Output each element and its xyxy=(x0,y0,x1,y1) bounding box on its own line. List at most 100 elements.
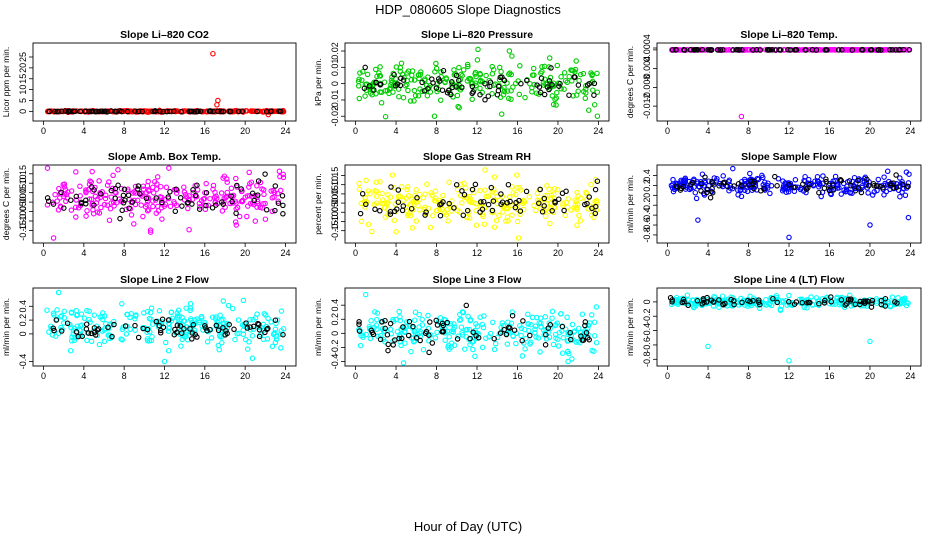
data-point xyxy=(469,80,476,87)
data-point xyxy=(816,298,822,304)
data-point xyxy=(44,307,50,313)
data-point xyxy=(418,329,424,335)
data-point xyxy=(432,188,439,194)
data-point xyxy=(738,193,745,200)
data-point xyxy=(556,83,562,89)
data-point xyxy=(244,325,251,331)
data-point xyxy=(467,335,473,342)
data-point xyxy=(509,212,515,218)
data-point xyxy=(467,75,473,82)
data-point xyxy=(83,213,89,219)
data-point xyxy=(382,113,389,120)
data-point xyxy=(147,229,154,235)
data-point xyxy=(398,75,404,82)
data-point xyxy=(495,83,502,90)
data-point xyxy=(149,321,156,327)
data-point xyxy=(110,318,117,325)
data-point xyxy=(465,63,471,70)
data-point xyxy=(108,200,115,206)
data-point xyxy=(867,47,874,53)
data-point xyxy=(582,86,589,92)
x-tick-label: 12 xyxy=(784,248,794,258)
data-point xyxy=(224,176,230,182)
data-point xyxy=(185,205,191,212)
data-point xyxy=(275,198,281,205)
data-point xyxy=(490,66,497,73)
outlier-point xyxy=(506,48,513,54)
data-point xyxy=(529,88,535,95)
data-point xyxy=(449,198,455,204)
data-point xyxy=(483,193,489,200)
x-tick-label: 16 xyxy=(200,126,210,136)
data-point xyxy=(757,47,763,53)
data-point xyxy=(799,299,805,306)
data-point xyxy=(669,299,675,305)
data-point xyxy=(184,200,191,206)
data-point xyxy=(500,209,506,215)
data-point xyxy=(219,208,226,214)
data-point xyxy=(473,222,480,228)
data-point xyxy=(115,167,121,173)
data-point xyxy=(507,70,513,76)
data-point xyxy=(505,181,512,188)
data-point xyxy=(363,199,370,205)
data-point xyxy=(547,220,553,227)
data-point xyxy=(499,320,506,326)
data-point xyxy=(900,181,906,188)
data-point xyxy=(888,182,894,189)
data-point xyxy=(175,307,182,314)
data-point xyxy=(372,206,378,213)
data-point xyxy=(478,199,484,205)
data-point xyxy=(546,86,552,93)
data-point xyxy=(365,221,372,228)
data-point xyxy=(477,85,483,92)
data-point xyxy=(455,103,461,110)
data-point xyxy=(52,191,58,198)
data-point xyxy=(717,47,724,53)
data-point xyxy=(449,84,455,91)
data-point xyxy=(151,179,158,185)
data-point xyxy=(132,315,138,322)
data-point xyxy=(680,296,687,303)
data-point xyxy=(68,309,75,315)
data-point xyxy=(280,174,287,181)
data-point xyxy=(376,70,382,76)
data-point xyxy=(411,317,418,323)
data-point xyxy=(431,197,438,204)
data-point xyxy=(456,64,462,71)
x-tick-label: 4 xyxy=(394,248,399,258)
panel-7: Slope Line 2 Flow ml/min per min. 0 4 8 12 16 2… xyxy=(1,274,297,381)
data-point xyxy=(765,180,771,186)
data-point xyxy=(479,344,486,351)
data-point xyxy=(541,91,548,98)
data-point xyxy=(261,191,267,198)
data-point xyxy=(477,314,483,320)
x-tick-label: 0 xyxy=(41,371,46,381)
data-point xyxy=(61,205,67,211)
data-point xyxy=(179,203,185,209)
data-point xyxy=(246,169,252,176)
data-point xyxy=(197,108,204,114)
data-point xyxy=(536,200,542,207)
data-point xyxy=(553,102,559,108)
data-point xyxy=(427,319,433,325)
data-point xyxy=(272,207,278,214)
data-point xyxy=(272,183,279,189)
data-point xyxy=(852,187,859,194)
data-point xyxy=(120,200,127,206)
data-point xyxy=(466,209,472,215)
data-point xyxy=(190,322,197,328)
data-point xyxy=(75,333,81,340)
data-point xyxy=(88,108,94,115)
x-tick-label: 0 xyxy=(41,248,46,258)
data-point xyxy=(474,57,481,63)
data-point xyxy=(806,181,813,188)
data-point xyxy=(849,47,856,53)
data-point xyxy=(508,87,514,94)
data-point xyxy=(145,207,152,213)
data-point xyxy=(273,336,280,342)
data-point xyxy=(108,187,115,194)
data-point xyxy=(157,327,164,334)
data-point xyxy=(425,312,431,319)
